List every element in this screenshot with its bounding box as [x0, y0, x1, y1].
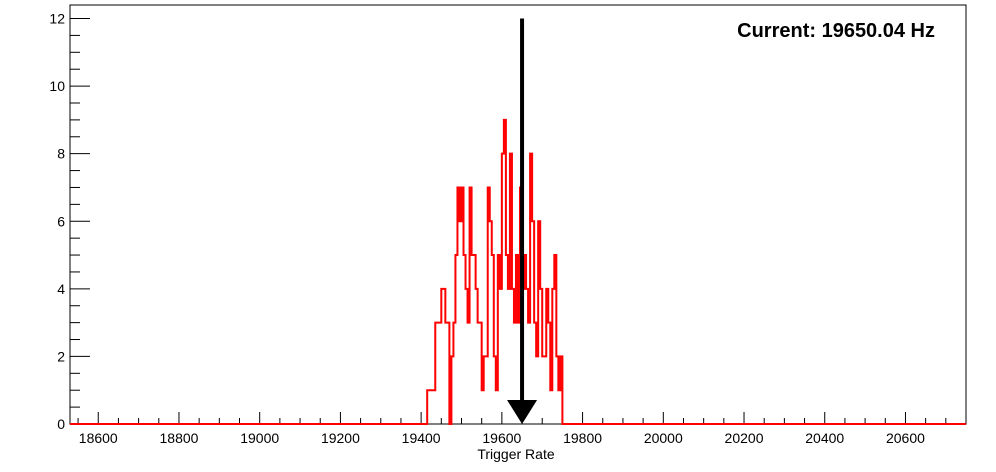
x-tick-label: 20000: [644, 430, 683, 446]
x-tick-label: 19000: [240, 430, 279, 446]
y-tick-label: 12: [49, 11, 65, 27]
x-tick-label: 19200: [321, 430, 360, 446]
marker-arrow-head: [507, 400, 538, 424]
y-axis: 0 2 4 6 8 10 12: [49, 11, 90, 432]
x-tick-label: 19800: [563, 430, 602, 446]
x-tick-label: 18800: [160, 430, 199, 446]
current-rate-annotation: Current: 19650.04 Hz: [737, 20, 935, 42]
x-tick-label: 20400: [805, 430, 844, 446]
y-tick-label: 8: [57, 146, 65, 162]
y-tick-label: 6: [57, 213, 65, 229]
y-tick-label: 2: [57, 348, 65, 364]
plot-frame: [69, 4, 967, 425]
histogram-line: [70, 118, 966, 425]
x-tick-label: 19600: [482, 430, 521, 446]
y-tick-label: 0: [57, 416, 65, 432]
x-axis-title: Trigger Rate: [477, 446, 555, 462]
y-tick-label: 4: [57, 281, 65, 297]
x-tick-label: 20200: [725, 430, 764, 446]
x-tick-label: 18600: [79, 430, 118, 446]
x-tick-label: 19400: [402, 430, 441, 446]
x-tick-label: 20600: [886, 430, 925, 446]
y-tick-label: 10: [49, 78, 65, 94]
